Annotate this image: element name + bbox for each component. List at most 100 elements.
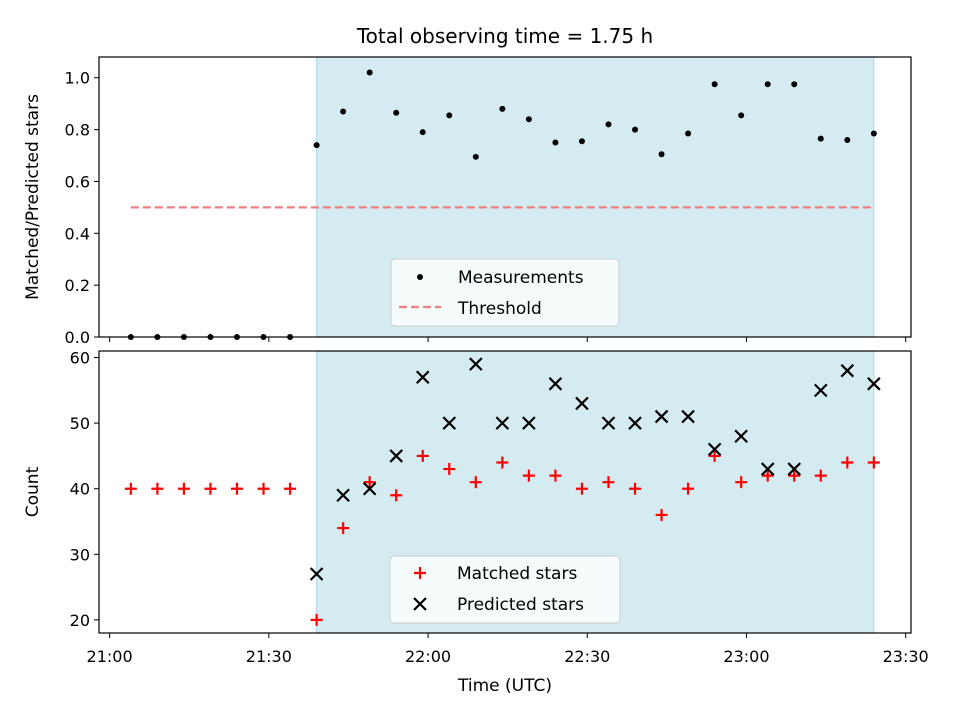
matched-star-point — [284, 482, 297, 495]
measurement-point — [632, 126, 639, 133]
measurement-point — [844, 136, 851, 143]
measurement-point — [393, 109, 400, 116]
x-tick-label: 21:00 — [87, 647, 133, 666]
x-axis-label: Time (UTC) — [457, 676, 552, 696]
ratio-panel: 0.0 0.2 0.4 0.6 0.8 1.0 Matched/Predicted sta… — [23, 56, 912, 347]
measurement-point — [525, 116, 532, 123]
measurement-point — [446, 112, 453, 119]
matched-star-point — [629, 482, 642, 495]
predicted-star-point — [442, 416, 457, 430]
predicted-star-point — [469, 357, 483, 371]
measurement-point — [817, 135, 824, 142]
measurement-point — [658, 151, 665, 158]
matched-star-point — [735, 476, 748, 489]
count-panel-frame — [98, 350, 912, 634]
predicted-star-point — [389, 449, 403, 463]
ratio-panel-frame — [98, 56, 912, 338]
measurement-point — [711, 81, 718, 88]
measurement-point — [366, 69, 373, 76]
predicted-star-point — [362, 481, 377, 496]
matched-star-point — [682, 482, 695, 495]
matched-star-point — [230, 482, 243, 495]
legend-predicted-marker — [413, 597, 427, 611]
predicted-star-point — [734, 429, 748, 444]
y-tick-label: 20 — [70, 611, 90, 630]
legend-measurements-label: Measurements — [458, 268, 584, 288]
legend-predicted-label: Predicted stars — [457, 595, 584, 615]
measurement-point — [313, 142, 320, 149]
legend-matched-marker — [414, 567, 426, 579]
y-tick-label: 0.2 — [65, 276, 90, 295]
measurement-point — [419, 129, 426, 136]
ratio-legend-box — [390, 258, 620, 327]
predicted-star-point — [522, 416, 536, 430]
predicted-star-point — [760, 462, 775, 476]
predicted-star-point — [601, 416, 616, 430]
predicted-star-point — [309, 567, 324, 581]
predicted-star-point — [415, 370, 430, 385]
x-tick-label: 23:00 — [723, 647, 769, 666]
matched-star-point — [575, 482, 588, 495]
matched-star-point — [124, 482, 137, 495]
matched-star-point — [363, 476, 376, 489]
predicted-star-point — [654, 409, 669, 424]
predicted-star-point — [336, 488, 350, 503]
predicted-star-point — [548, 377, 563, 391]
count-legend: Matched stars Predicted stars — [389, 555, 621, 624]
y-tick-label: 60 — [70, 349, 90, 368]
y-tick-label: 0.4 — [65, 224, 90, 243]
matched-star-point — [549, 469, 562, 482]
predicted-star-point — [628, 416, 642, 430]
measurement-point — [552, 139, 559, 146]
y-tick-label: 0.6 — [65, 172, 90, 191]
matched-star-point — [841, 456, 854, 469]
matched-star-point — [788, 469, 801, 482]
matched-star-point — [416, 449, 429, 462]
matched-star-point — [522, 469, 535, 482]
matched-star-point — [814, 469, 827, 482]
predicted-star-point — [840, 363, 855, 378]
x-tick-label: 23:30 — [883, 647, 929, 666]
matched-star-point — [310, 613, 323, 626]
legend-measurements-marker — [417, 274, 423, 280]
count-panel: 20 30 40 50 60 21:00 21:30 22:00 22:30 23:00 23:3… — [23, 349, 929, 666]
matched-star-point — [177, 482, 190, 495]
predicted-star-point — [681, 409, 695, 424]
measurement-point — [685, 130, 692, 137]
y-tick-label: 0.0 — [65, 328, 90, 347]
legend-matched-label: Matched stars — [457, 564, 577, 584]
matched-star-point — [390, 489, 403, 502]
y-tick-label: 40 — [70, 480, 90, 499]
predicted-star-point — [495, 416, 510, 430]
matched-star-point — [496, 456, 509, 469]
chart-title: Total observing time = 1.75 h — [356, 24, 653, 48]
y-tick-label: 0.8 — [65, 121, 90, 140]
measurement-point — [340, 108, 347, 115]
measurement-point — [870, 130, 877, 137]
predicted-star-point — [575, 396, 589, 411]
matched-star-point — [204, 482, 217, 495]
x-tick-label: 21:30 — [246, 647, 292, 666]
ratio-legend: Measurements Threshold — [390, 258, 620, 327]
y-tick-label: 50 — [70, 414, 90, 433]
matched-star-point — [151, 482, 164, 495]
count-plot-marks — [124, 357, 881, 626]
matched-star-point — [867, 456, 880, 469]
legend-threshold-label: Threshold — [457, 299, 542, 319]
count-y-ticks: 20 30 40 50 60 — [70, 349, 99, 630]
predicted-star-point — [787, 462, 802, 476]
predicted-star-point — [814, 383, 828, 398]
ratio-x-ticks — [109, 337, 907, 342]
matched-star-point — [602, 476, 615, 489]
measurement-point — [605, 121, 612, 128]
measurement-point — [764, 81, 771, 88]
measurement-point — [472, 153, 479, 160]
x-tick-label: 22:00 — [405, 647, 451, 666]
x-tick-label: 22:30 — [564, 647, 610, 666]
measurement-point — [738, 112, 745, 119]
measurement-point — [578, 138, 585, 145]
matched-star-point — [469, 476, 482, 489]
matched-star-point — [655, 508, 668, 521]
y-tick-label: 30 — [70, 545, 90, 564]
